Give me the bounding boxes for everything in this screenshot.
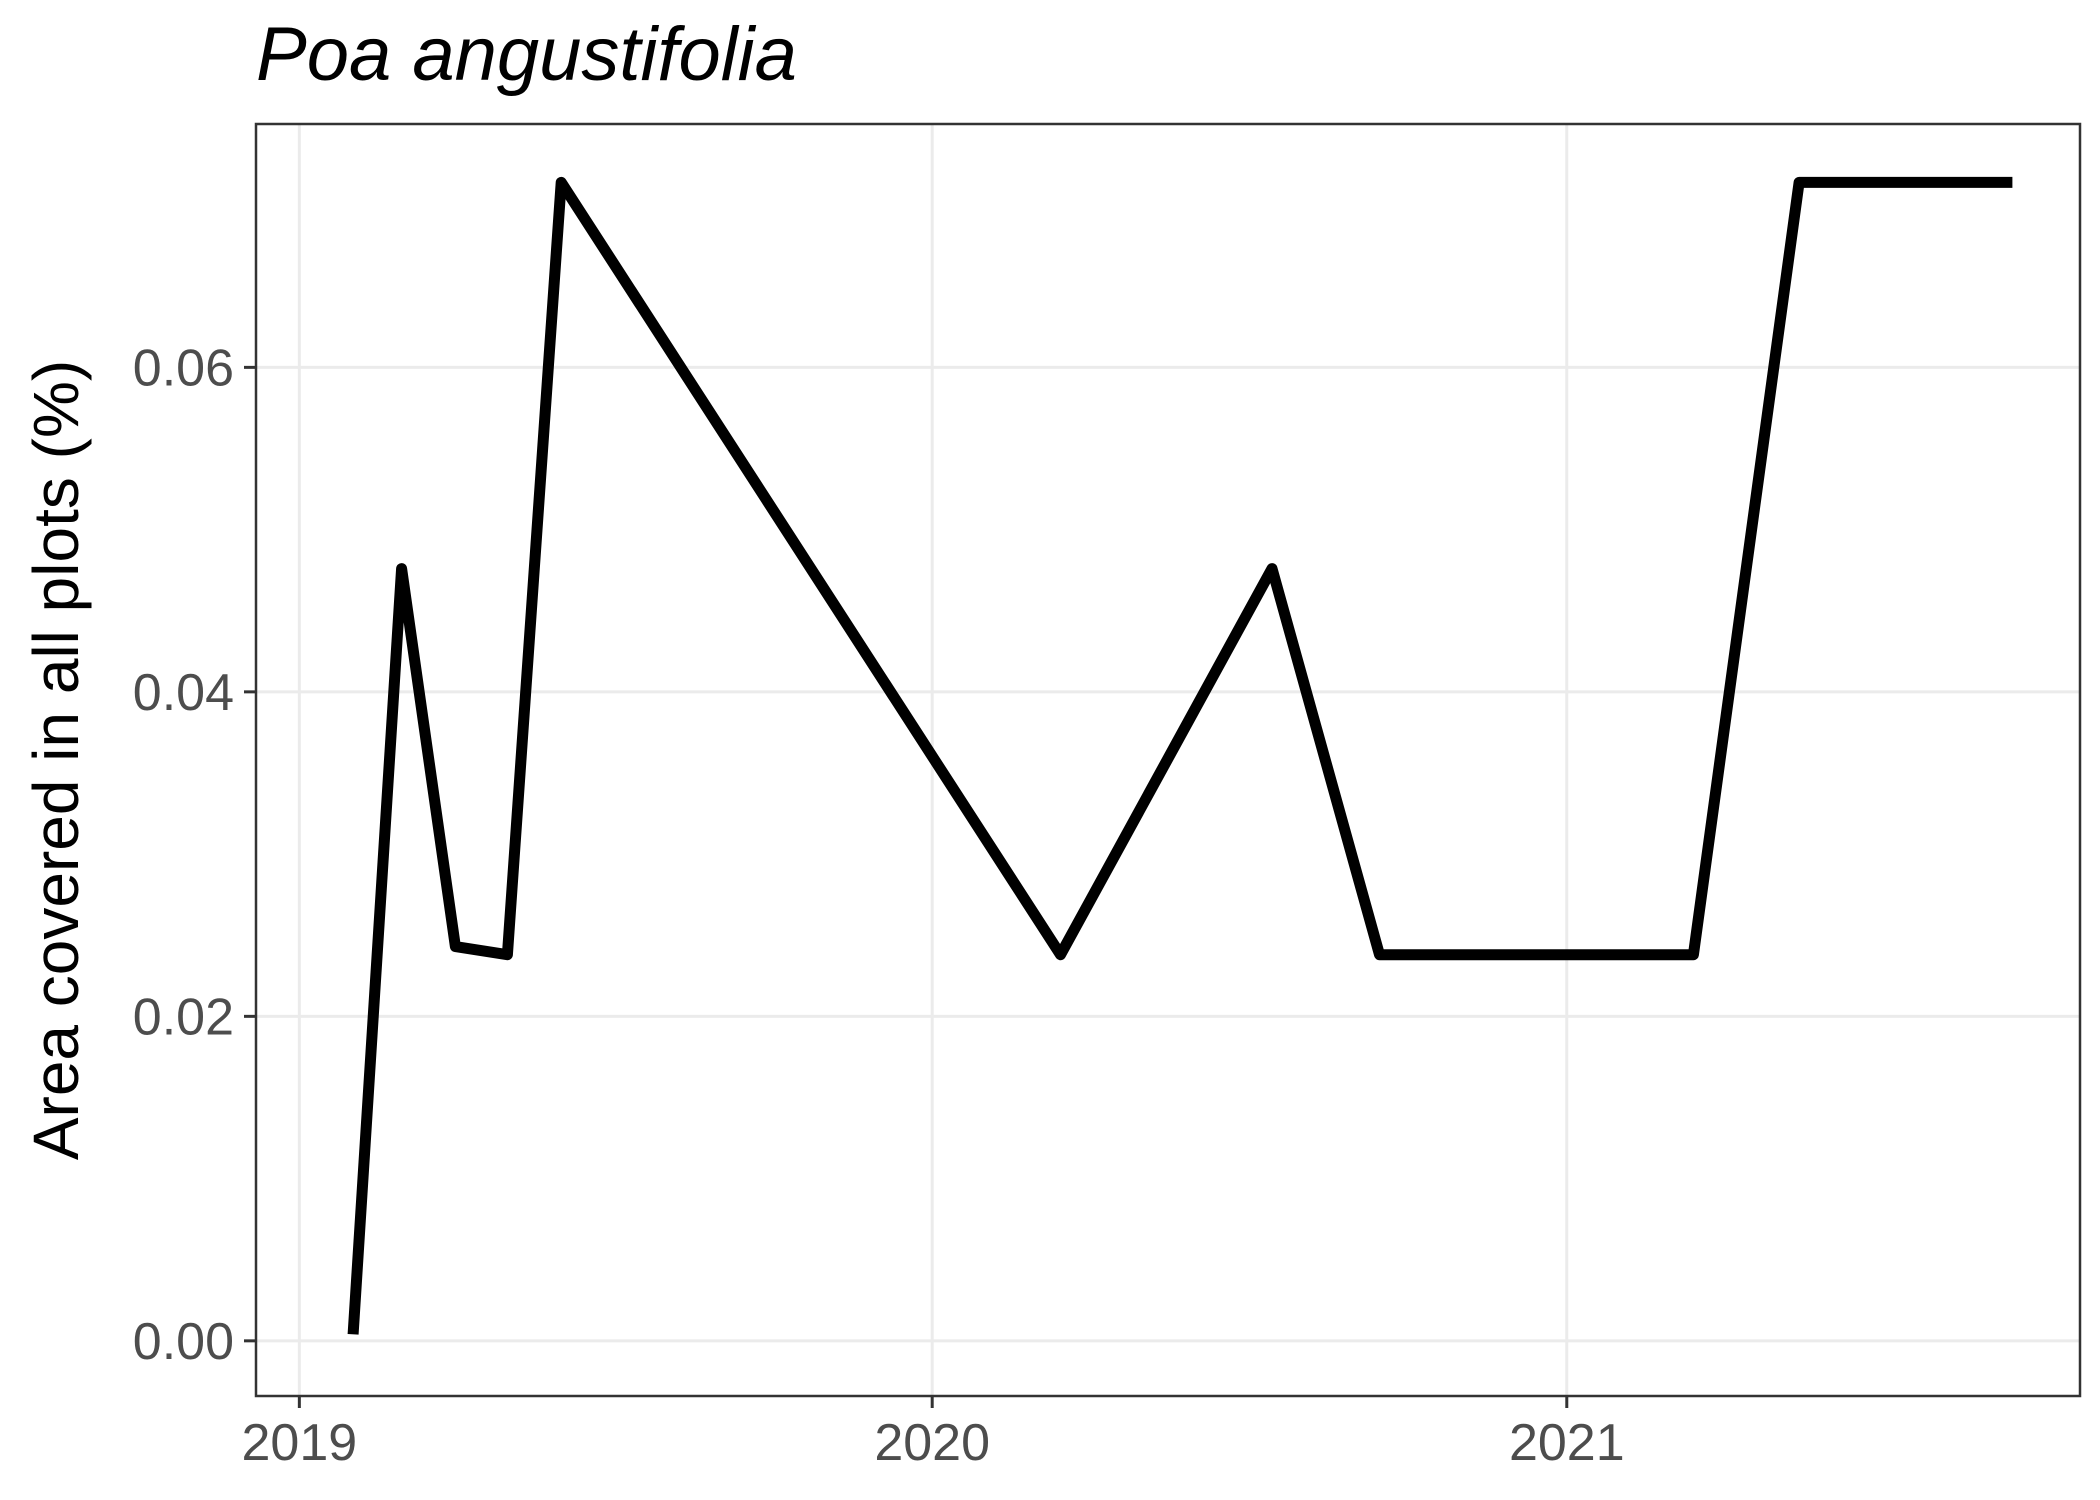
series-layer	[347, 176, 2013, 1335]
y-tick-label: 0.02	[133, 988, 234, 1046]
tick-layer: 0.00 0.02 0.04 0.06 2019 2020 2021	[133, 339, 1625, 1472]
y-tick-label: 0.00	[133, 1313, 234, 1371]
y-tick-label: 0.06	[133, 339, 234, 397]
series-line	[347, 176, 2013, 1335]
x-tick-label: 2020	[874, 1414, 990, 1472]
chart-title: Poa angustifolia	[256, 12, 797, 97]
y-tick-label: 0.04	[133, 664, 234, 722]
x-tick-label: 2021	[1509, 1414, 1625, 1472]
plot-panel-border	[254, 122, 2082, 1398]
x-tick-label: 2019	[242, 1414, 358, 1472]
y-axis-label: Area covered in all plots (%)	[20, 360, 92, 1160]
